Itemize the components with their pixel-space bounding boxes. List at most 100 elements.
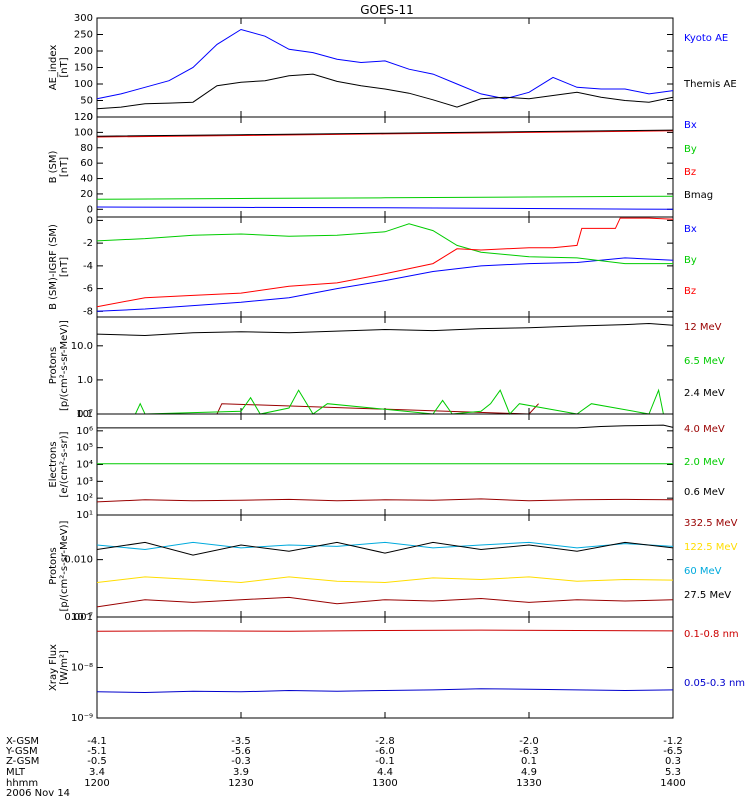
footer-row-label: Z-GSM bbox=[6, 756, 39, 767]
legend-entry: 27.5 MeV bbox=[684, 590, 731, 601]
footer-cell: 0.3 bbox=[665, 756, 681, 767]
series-line bbox=[96, 195, 674, 200]
footer-cell: 0.1 bbox=[521, 756, 537, 767]
series-line bbox=[96, 73, 674, 110]
series-line bbox=[96, 257, 674, 312]
legend-entry: By bbox=[684, 255, 697, 266]
footer-cell: 1330 bbox=[516, 778, 541, 789]
y-tick-label: 0.1 bbox=[77, 409, 93, 420]
footer-cell: 1200 bbox=[84, 778, 109, 789]
footer-cell: 3.4 bbox=[89, 767, 105, 778]
y-tick-label: -6 bbox=[83, 284, 93, 295]
footer-cell: -3.5 bbox=[231, 736, 251, 747]
y-tick-label: 0 bbox=[87, 215, 93, 226]
y-tick-label: 0 bbox=[87, 112, 93, 123]
footer-cell: -5.1 bbox=[87, 746, 107, 757]
series-line bbox=[96, 206, 674, 210]
footer-cell: 4.4 bbox=[377, 767, 393, 778]
y-axis-label: [e/(cm²-s-sr)] bbox=[59, 431, 70, 497]
legend-entry: 4.0 MeV bbox=[684, 424, 725, 435]
y-tick-label: 250 bbox=[74, 30, 93, 41]
series-line bbox=[96, 688, 674, 694]
panel-frame bbox=[96, 316, 674, 415]
legend-entry: 6.5 MeV bbox=[684, 356, 725, 367]
y-tick-label: 120 bbox=[74, 112, 93, 123]
y-axis-label: B (SM)-IGRF (SM) bbox=[48, 224, 59, 310]
footer-row-label: Y-GSM bbox=[5, 746, 38, 757]
footer-cell: -5.6 bbox=[231, 746, 251, 757]
legend-entry: Bz bbox=[684, 167, 696, 178]
legend-entry: 0.6 MeV bbox=[684, 487, 725, 498]
series-line bbox=[97, 424, 674, 429]
y-tick-label: 1.0 bbox=[77, 375, 93, 386]
legend-entry: 60 MeV bbox=[684, 566, 722, 577]
series-line bbox=[96, 541, 674, 556]
y-axis-label: [nT] bbox=[59, 57, 70, 77]
y-tick-label: 100 bbox=[74, 79, 93, 90]
y-tick-label: 10⁵ bbox=[76, 443, 93, 454]
y-tick-label: 10⁻⁹ bbox=[71, 713, 93, 724]
y-tick-label: -2 bbox=[83, 238, 93, 249]
y-axis-label: Xray Flux bbox=[48, 644, 59, 691]
legend-entry: 12 MeV bbox=[684, 322, 722, 333]
y-tick-label: 0.001 bbox=[64, 612, 93, 623]
legend-entry: 2.4 MeV bbox=[684, 388, 725, 399]
y-tick-label: 80 bbox=[80, 143, 93, 154]
y-tick-label: 10⁴ bbox=[76, 460, 93, 471]
series-line bbox=[96, 576, 674, 584]
y-tick-label: 0.010 bbox=[64, 555, 93, 566]
y-tick-label: 300 bbox=[74, 13, 93, 24]
y-tick-label: 200 bbox=[74, 46, 93, 57]
y-axis-label: B (SM) bbox=[48, 150, 59, 183]
y-tick-label: 40 bbox=[80, 174, 93, 185]
y-tick-label: -4 bbox=[83, 261, 93, 272]
footer-cell: 1400 bbox=[660, 778, 685, 789]
legend-entry: Bmag bbox=[684, 190, 713, 201]
footer-cell: 4.9 bbox=[521, 767, 537, 778]
y-tick-label: -8 bbox=[83, 306, 93, 317]
legend-entry: 2.0 MeV bbox=[684, 457, 725, 468]
y-axis-label: Electrons bbox=[48, 441, 59, 487]
footer-cell: 5.3 bbox=[665, 767, 681, 778]
series-line bbox=[134, 388, 664, 415]
series-line bbox=[96, 130, 674, 138]
footer-cell: -0.1 bbox=[375, 756, 395, 767]
legend-entry: Themis AE bbox=[683, 79, 737, 90]
footer-cell: 1230 bbox=[228, 778, 253, 789]
series-line bbox=[96, 629, 674, 632]
footer-cell: -2.8 bbox=[375, 736, 395, 747]
footer-cell: -6.0 bbox=[375, 746, 395, 757]
footer-row-label: MLT bbox=[6, 767, 26, 778]
series-line bbox=[96, 129, 674, 137]
legend-entry: 0.05-0.3 nm bbox=[684, 678, 745, 689]
y-tick-label: 10¹ bbox=[76, 510, 93, 521]
series-line bbox=[96, 541, 674, 551]
legend-entry: Bx bbox=[684, 224, 697, 235]
y-tick-label: 10³ bbox=[76, 476, 93, 487]
y-axis-label: [W/m²] bbox=[59, 650, 70, 685]
series-line bbox=[96, 223, 673, 265]
y-tick-label: 10.0 bbox=[71, 341, 93, 352]
legend-entry: 0.1-0.8 nm bbox=[684, 629, 739, 640]
y-tick-label: 50 bbox=[80, 96, 93, 107]
y-axis-label: AE_index bbox=[48, 45, 59, 91]
y-tick-label: 0 bbox=[87, 204, 93, 215]
footer-row-label: hhmm bbox=[6, 778, 38, 789]
footer-cell: -6.5 bbox=[663, 746, 683, 757]
series-line bbox=[96, 498, 674, 503]
y-tick-label: 10⁶ bbox=[76, 426, 93, 437]
legend-entry: 122.5 MeV bbox=[684, 542, 738, 553]
footer-cell: 1300 bbox=[372, 778, 397, 789]
legend-entry: Bx bbox=[684, 120, 697, 131]
y-tick-label: 10⁻⁸ bbox=[71, 663, 93, 674]
footer-row-label: 2006 Nov 14 bbox=[6, 788, 70, 799]
y-axis-label: [p/(cm²-s-sr-MeV)] bbox=[59, 320, 70, 411]
y-axis-label: [p/(cm²-s-sr-MeV)] bbox=[59, 520, 70, 611]
chart-title: GOES-11 bbox=[360, 3, 414, 17]
footer-cell: -6.3 bbox=[519, 746, 539, 757]
y-axis-label: [nT] bbox=[59, 257, 70, 277]
footer-row-label: X-GSM bbox=[6, 736, 39, 747]
y-tick-label: 20 bbox=[80, 189, 93, 200]
series-line bbox=[96, 28, 674, 100]
